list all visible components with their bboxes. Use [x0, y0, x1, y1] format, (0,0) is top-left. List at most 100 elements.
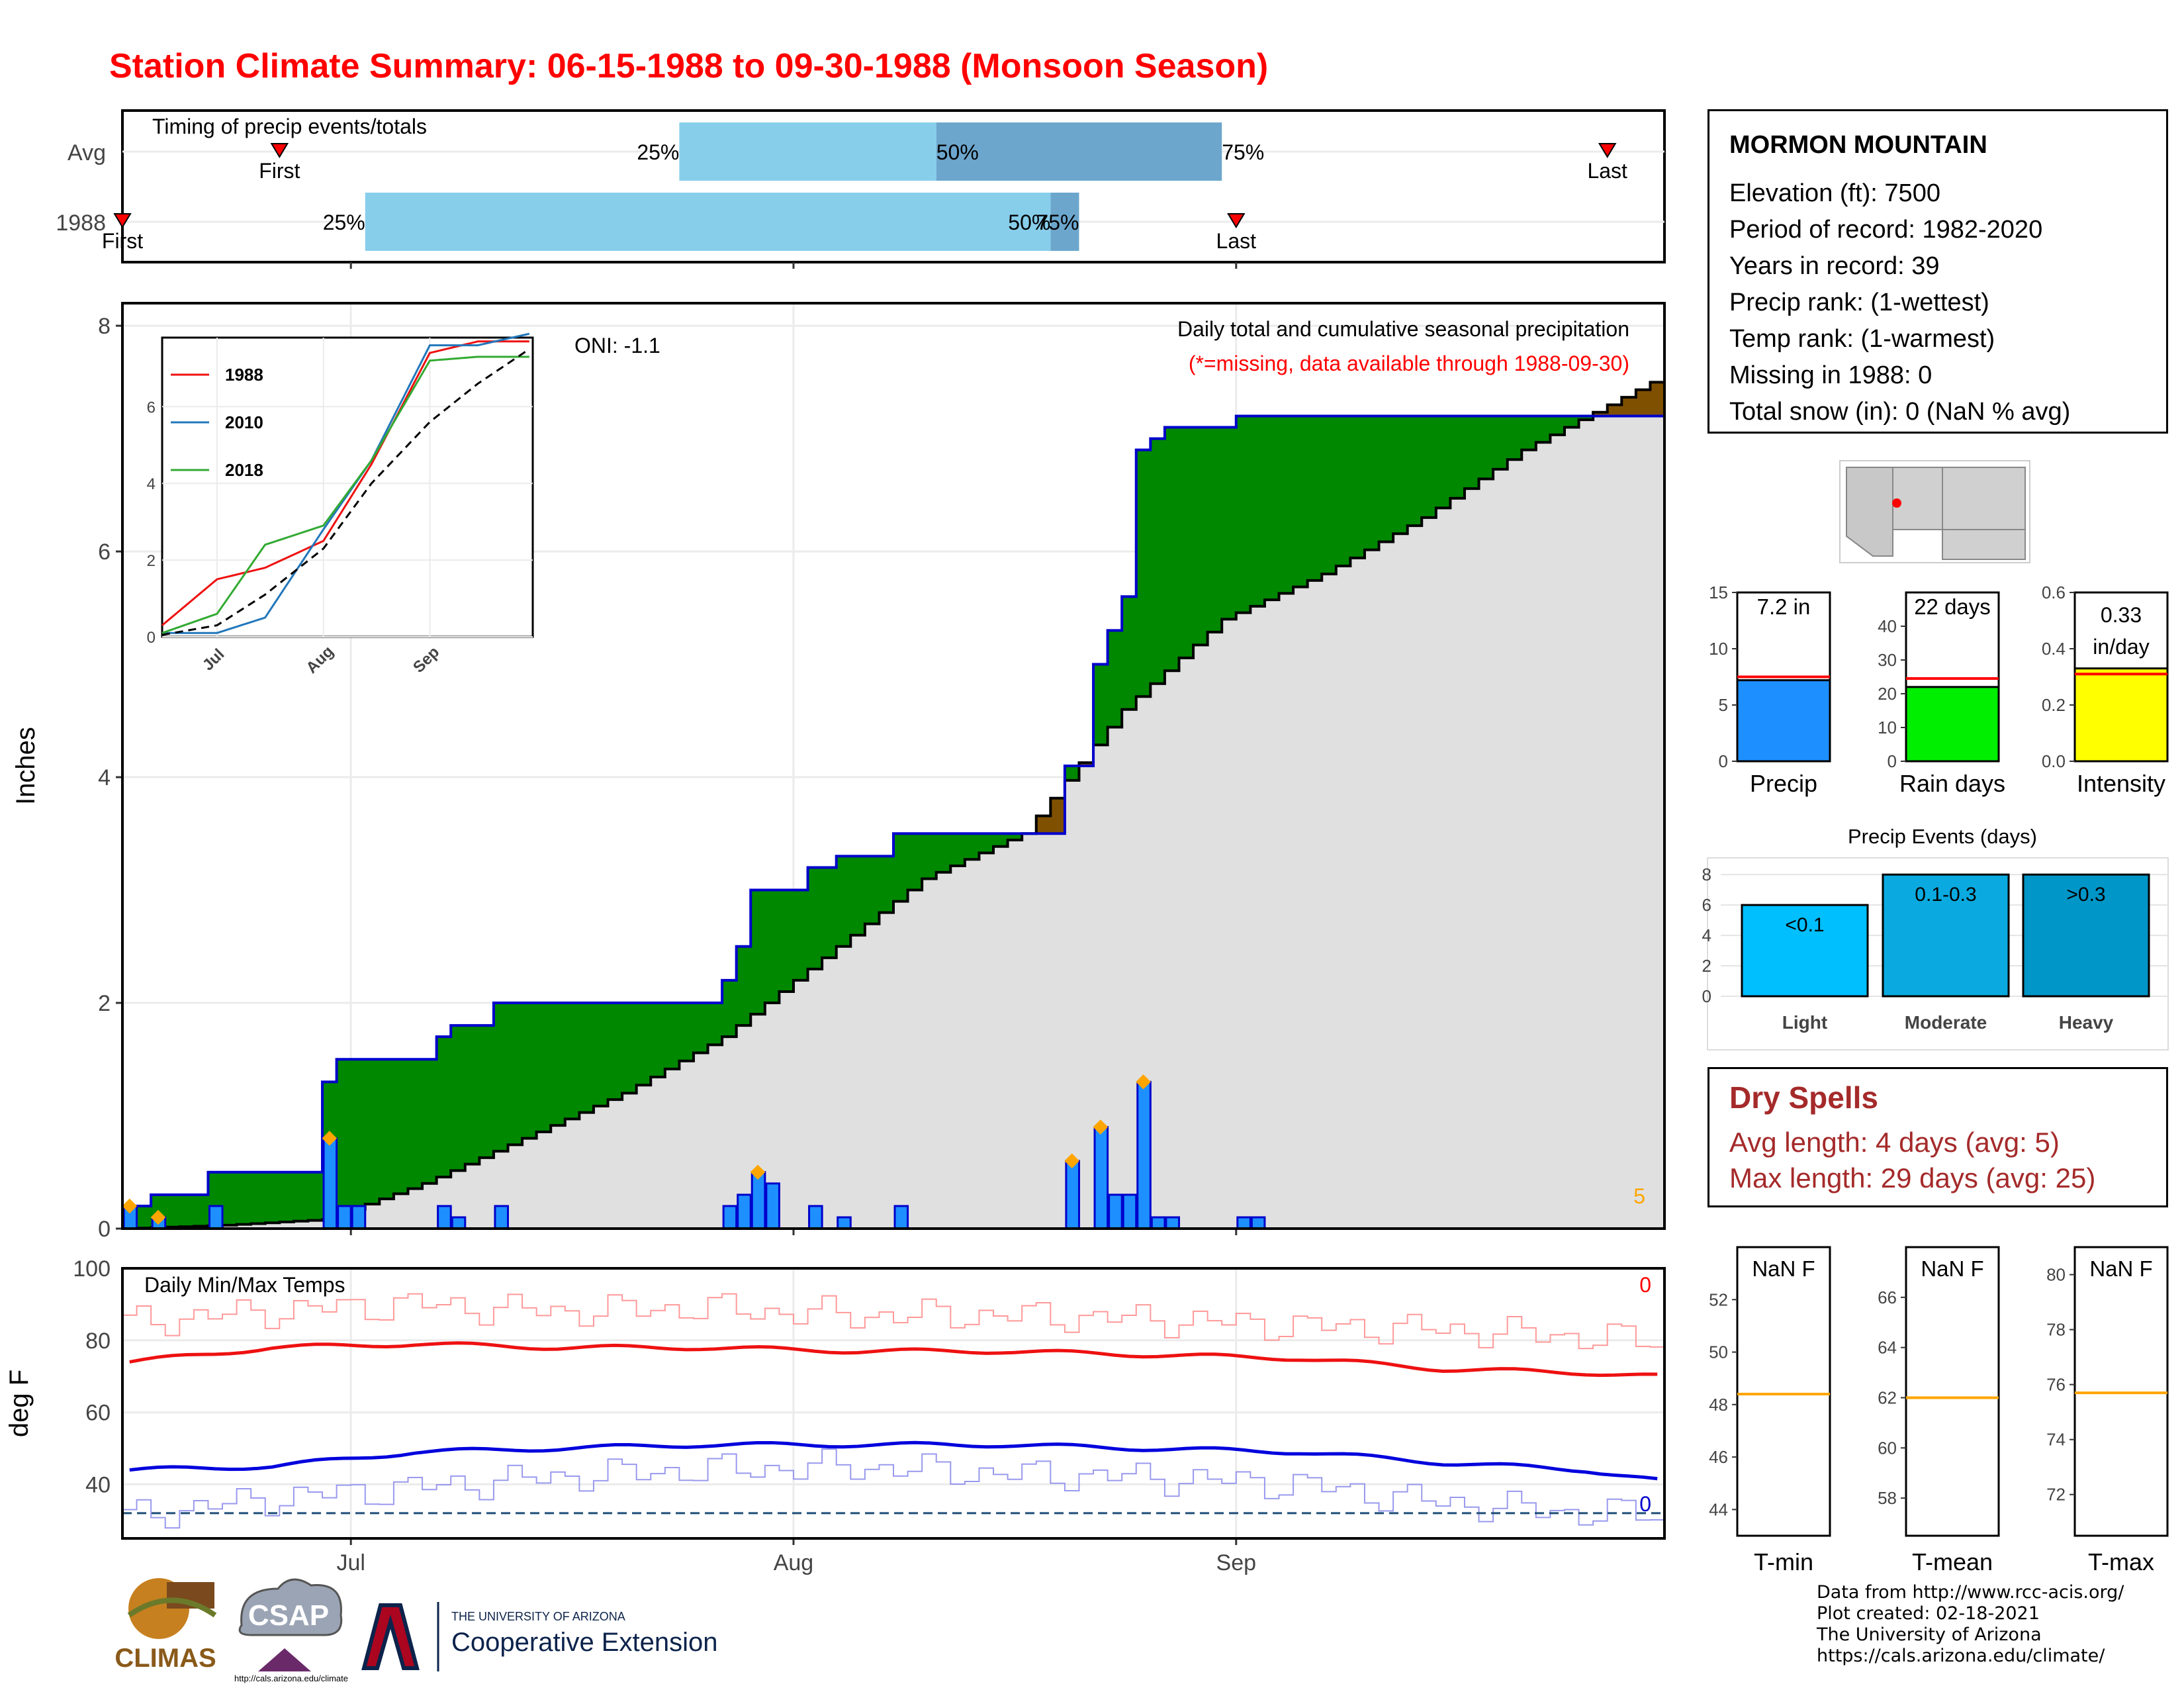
above-average-fill: [379, 1059, 394, 1199]
temp-box-tick-label: 50: [1709, 1342, 1728, 1362]
above-average-fill: [793, 890, 809, 980]
temp-box-value: NaN F: [1752, 1256, 1815, 1281]
above-average-fill: [522, 1003, 537, 1139]
temps-frame: [121, 1267, 1666, 1540]
above-average-fill: [879, 856, 894, 913]
below-average-fill: [1635, 389, 1651, 416]
timing-p75-label: 75%: [1036, 211, 1079, 234]
above-average-fill: [722, 980, 737, 1037]
above-average-fill: [1007, 833, 1023, 841]
above-average-fill: [336, 1059, 351, 1215]
events-category-label: Moderate: [1905, 1012, 1987, 1033]
mini-bar-tick-label: 0.4: [2042, 639, 2066, 659]
daily-precip-bar: [1165, 1216, 1180, 1230]
above-average-fill: [351, 1059, 366, 1209]
above-average-fill: [1422, 416, 1437, 518]
above-average-fill: [679, 1003, 694, 1061]
temp-series-min-record: [122, 1448, 1664, 1529]
above-average-fill: [265, 1172, 280, 1223]
inset-series-1988: [161, 340, 529, 626]
above-average-fill: [222, 1172, 238, 1225]
ua-logo: THE UNIVERSITY OF ARIZONA Cooperative Ex…: [361, 1602, 717, 1671]
credit-university: The University of Arizona: [1817, 1624, 2042, 1645]
dry-spells-box: Dry Spells Avg length: 4 days (avg: 5) M…: [1707, 1067, 2168, 1207]
timing-p25-label: 25%: [637, 140, 679, 164]
mini-bar-intensity: [2073, 667, 2169, 763]
above-average-fill: [979, 833, 994, 853]
timing-50-75-bar: [936, 122, 1222, 181]
last-event-marker: [1598, 143, 1617, 158]
above-average-fill: [1578, 416, 1594, 420]
first-event-marker: [113, 213, 132, 228]
info-missing: Missing in 1988: 0: [1729, 361, 1933, 389]
mini-bar-tick-label: 10: [1878, 718, 1897, 737]
map-state-ut: [1892, 467, 1943, 530]
above-average-fill: [693, 1003, 709, 1053]
precip-subtitle: Daily total and cumulative seasonal prec…: [1177, 317, 1629, 341]
temp-summary-boxes: 44 46 48 50 52 NaN F T-min 58 60 62 64 66 NaN F T-mea…: [1709, 1246, 2169, 1575]
mini-bar-tick-label: 0.6: [2042, 583, 2066, 602]
climas-wordmark: CLIMAS: [114, 1644, 216, 1673]
below-average-fill: [1079, 763, 1094, 766]
inset-series-2010: [162, 332, 530, 634]
above-average-fill: [1336, 416, 1351, 566]
daily-precip-bar: [722, 1205, 738, 1230]
above-average-fill: [836, 856, 851, 947]
first-event-marker: [270, 143, 289, 158]
events-bar-label: <0.1: [1785, 914, 1824, 936]
daily-precip-bar: [765, 1182, 780, 1230]
daily-precip-bar: [1108, 1194, 1123, 1230]
csap-logo: CSAP http://cals.arizona.edu/climate: [234, 1578, 348, 1683]
precip-ytick-label: 2: [98, 991, 111, 1016]
inset-legend-label: 1988: [225, 365, 263, 385]
inset-series-2018: [161, 355, 529, 634]
above-average-fill: [1393, 416, 1408, 534]
csap-wordmark: CSAP: [248, 1599, 329, 1632]
timing-50-75-bar: [1050, 193, 1079, 251]
temp-box-tick-label: 62: [1878, 1387, 1897, 1407]
map-state-co: [1942, 467, 2026, 530]
temp-box-value: NaN F: [2089, 1256, 2152, 1281]
csap-cloud-icon: [238, 1578, 343, 1636]
temp-box-tick-label: 66: [1878, 1288, 1897, 1307]
below-average-fill: [1650, 382, 1665, 416]
above-average-fill: [1379, 416, 1394, 542]
above-average-fill: [465, 1025, 480, 1164]
above-average-fill: [922, 833, 937, 879]
events-category-label: Heavy: [2059, 1012, 2114, 1033]
above-average-fill: [1307, 416, 1322, 581]
above-average-fill: [1522, 416, 1537, 450]
info-temp-rank: Temp rank: (1-warmest): [1729, 325, 1995, 353]
above-average-fill: [1322, 416, 1337, 575]
above-average-fill: [822, 867, 837, 958]
inset-ytick-label: 2: [147, 552, 156, 570]
above-average-fill: [251, 1172, 266, 1224]
mini-bar-rain-days: [1905, 686, 2000, 763]
above-average-fill: [1093, 664, 1109, 745]
temp-box-tick-label: 72: [2046, 1485, 2066, 1505]
daily-max-marker: [1093, 1119, 1109, 1135]
above-average-fill: [436, 1037, 451, 1178]
temps-xtick-label: Aug: [774, 1550, 814, 1575]
above-average-fill: [1279, 416, 1294, 594]
above-average-fill: [479, 1025, 494, 1158]
temp-box-tick-label: 60: [1878, 1438, 1897, 1458]
above-average-fill: [807, 867, 823, 969]
below-average-fill: [1593, 412, 1608, 416]
above-average-fill: [707, 1003, 723, 1045]
timing-p50-label: 50%: [936, 140, 979, 164]
dry-max-length: Max length: 29 days (avg: 25): [1729, 1162, 2096, 1194]
precip-ytick-label: 6: [98, 539, 111, 565]
above-average-fill: [779, 890, 794, 992]
csap-url: http://cals.arizona.edu/climate: [234, 1673, 348, 1683]
temps-panel: 40 60 80 100 Jul Aug Sep Daily Min/Max Temps d…: [5, 1256, 1666, 1575]
daily-precip-bar: [808, 1205, 823, 1230]
daily-precip-bar: [1136, 1080, 1152, 1230]
ua-line1: THE UNIVERSITY OF ARIZONA: [451, 1610, 625, 1623]
above-average-fill: [1450, 416, 1465, 498]
above-average-fill: [293, 1172, 309, 1221]
csap-mountain-icon: [258, 1648, 311, 1671]
above-average-fill: [1136, 449, 1151, 697]
above-average-fill: [1550, 416, 1565, 435]
